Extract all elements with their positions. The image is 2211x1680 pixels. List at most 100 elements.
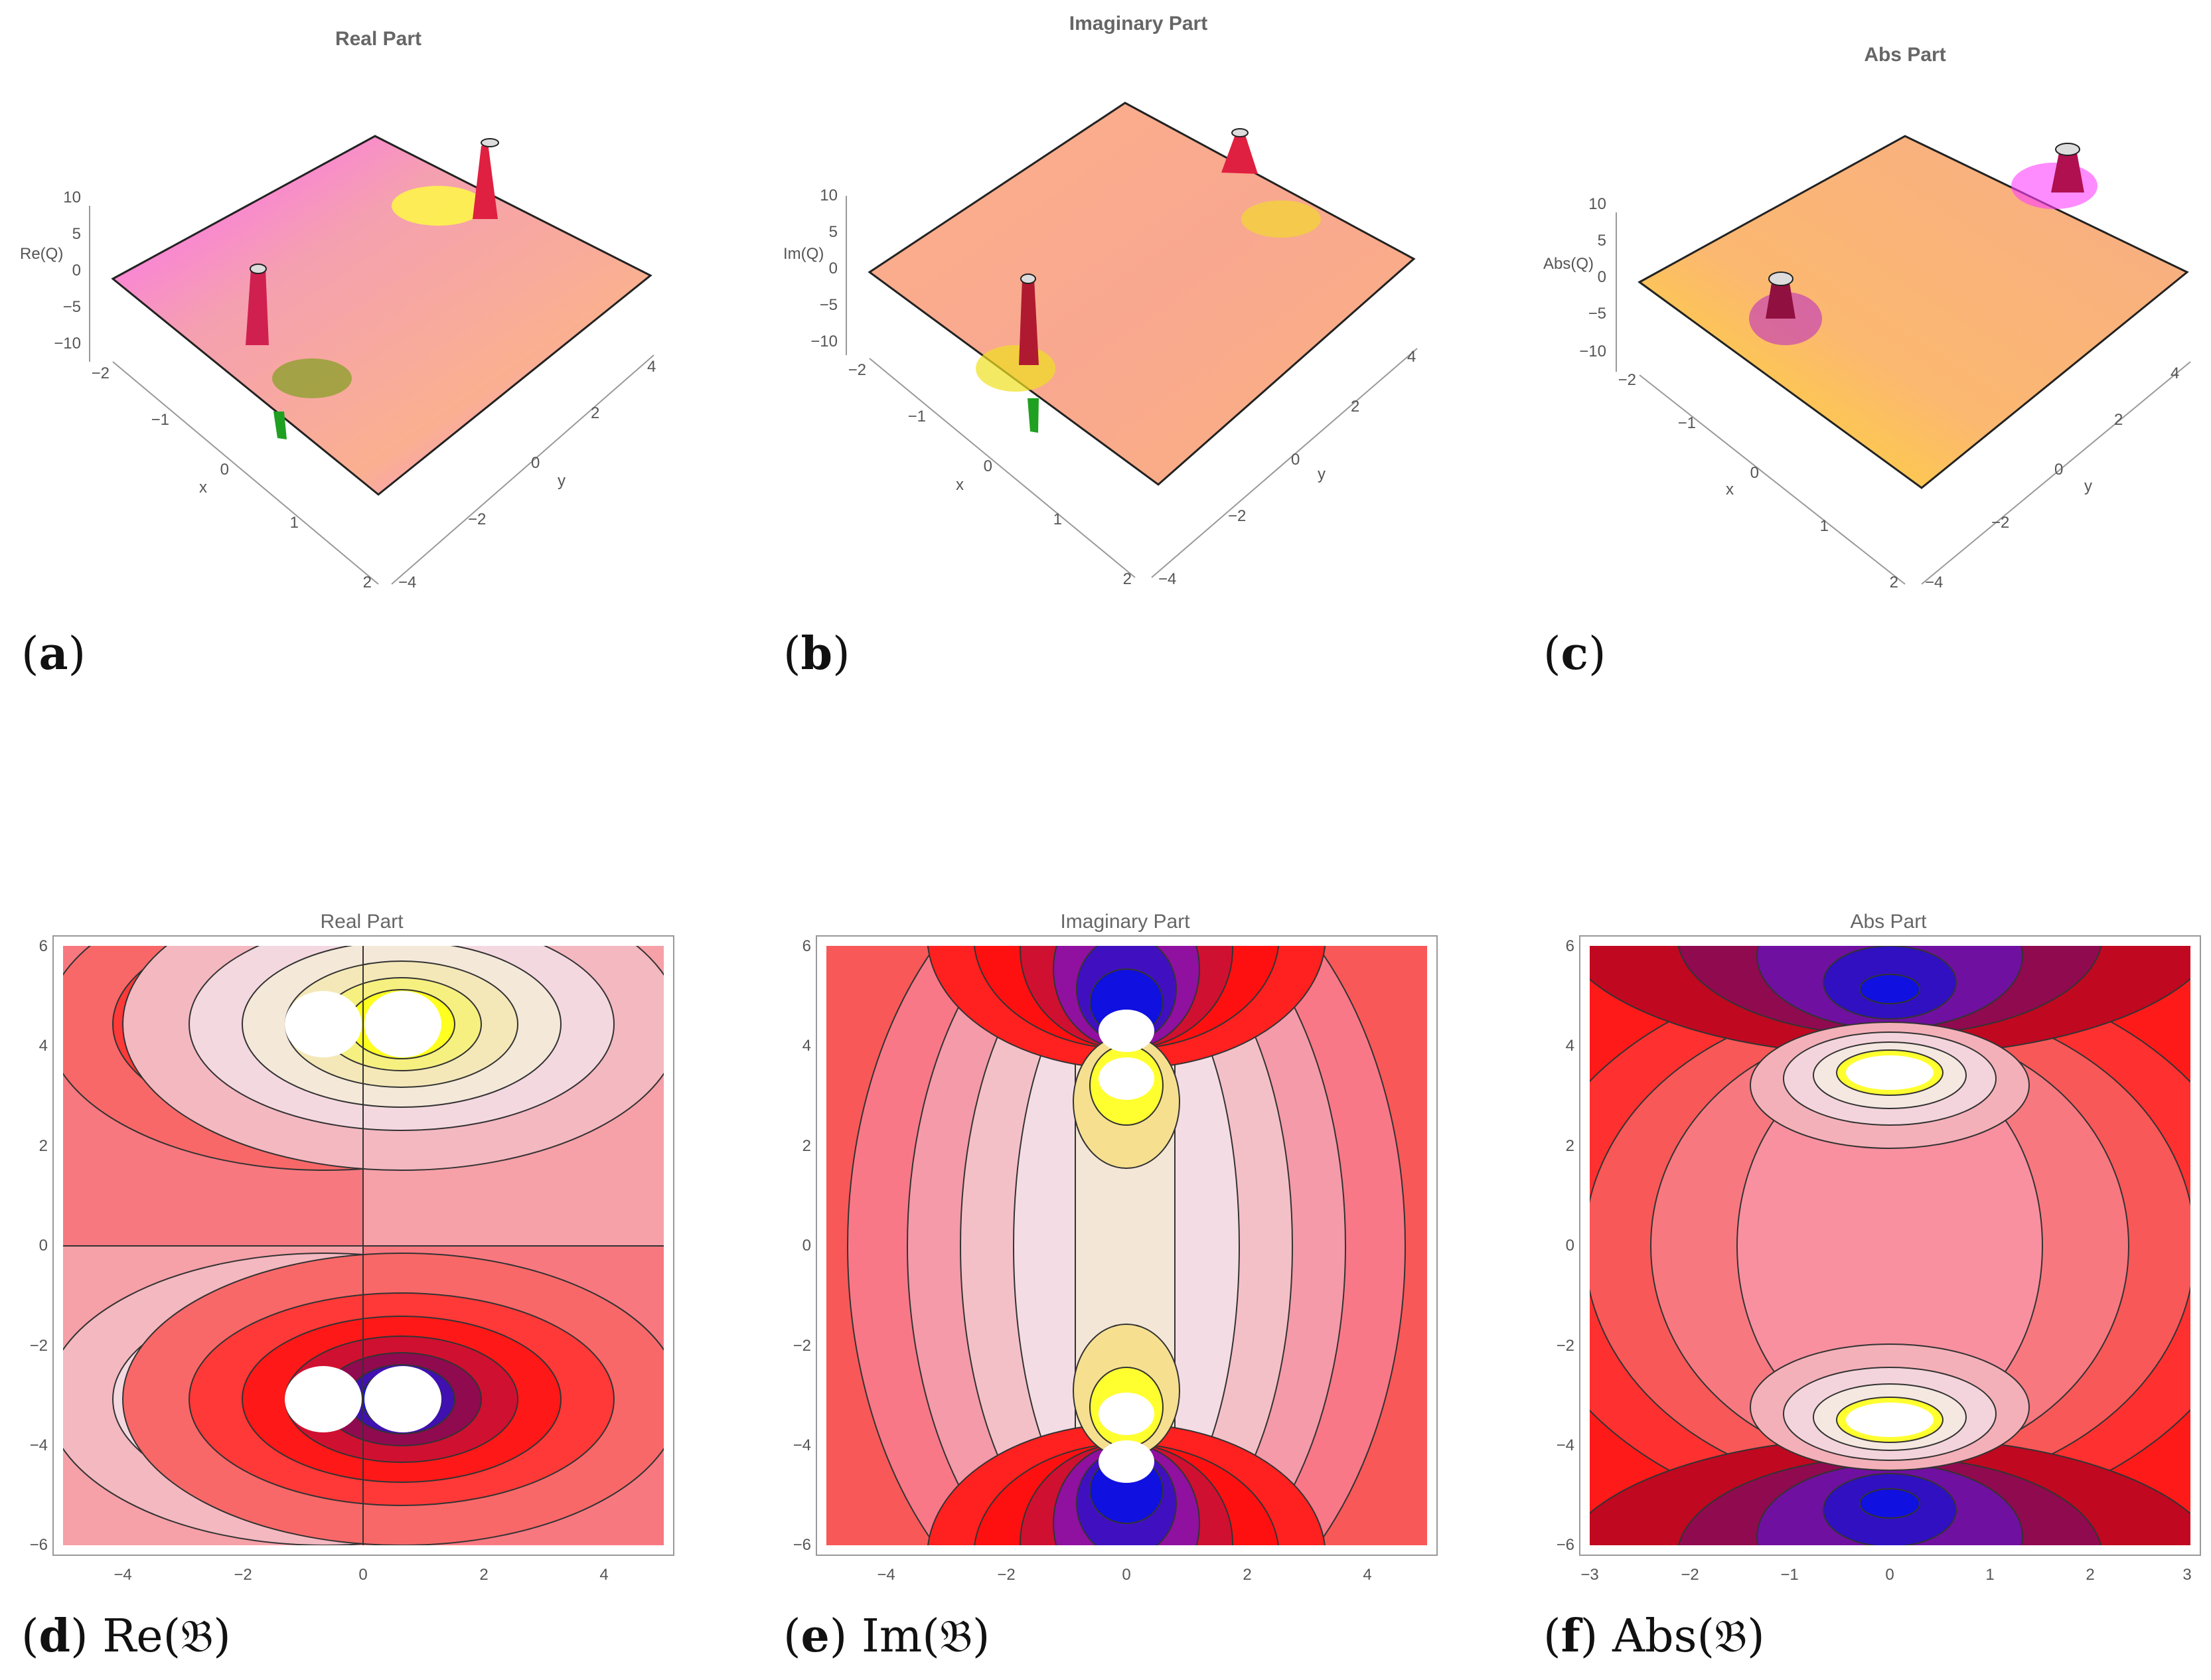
y-tick-label: 2 [39, 1137, 48, 1155]
z-tick-label: −10 [810, 333, 838, 350]
y-tick-label: −4 [1925, 573, 1943, 591]
x-ticks: −4 −2 0 2 4 [877, 1566, 1371, 1584]
y-tick-label: 4 [1566, 1037, 1574, 1055]
singularity-hole [285, 1366, 362, 1432]
plot-frame [816, 935, 1438, 1556]
y-tick-label: 2 [591, 404, 599, 422]
spike-up [2051, 149, 2084, 192]
x-ticks: −2 −1 0 1 2 [848, 361, 1132, 588]
surface-plot-a: Real Part Re(Q) x y 10 5 0 −5 −10 −2 −1 … [20, 28, 656, 591]
y-tick-label: −6 [1557, 1536, 1574, 1554]
spike-up [1221, 133, 1258, 174]
spike-up [473, 143, 498, 219]
singularity-hole [364, 1366, 441, 1432]
contour-lobe-top [1590, 946, 2190, 1056]
singularity-hole [1846, 1403, 1934, 1437]
x-ticks: −2 −1 0 1 2 [1618, 371, 1898, 591]
z-tick-label: 0 [1598, 268, 1606, 286]
x-axis [112, 361, 379, 585]
x-tick-label: 2 [1123, 570, 1132, 588]
z-tick-label: −10 [54, 335, 81, 352]
spike-up-2 [1019, 279, 1039, 365]
x-tick-label: −2 [848, 361, 866, 379]
caption-text: Im(𝔅) [861, 1610, 990, 1663]
z-tick-label: −5 [1588, 305, 1606, 323]
y-tick-label: 0 [2054, 461, 2063, 479]
plot-title: Imaginary Part [1060, 911, 1190, 933]
plot-title: Real Part [320, 911, 404, 933]
y-ticks: −4 −2 0 2 4 [1925, 364, 2179, 591]
z-tick-label: 10 [1588, 195, 1606, 213]
caption-a: (a) [21, 627, 86, 680]
z-tick-label: 0 [829, 260, 838, 277]
contour-band-center [847, 946, 1406, 1545]
spike-cap-2 [1768, 271, 1793, 286]
x-tick-label: −1 [1678, 414, 1696, 432]
x-tick-label: 3 [2182, 1566, 2191, 1584]
y-axis-label: y [1318, 465, 1326, 483]
y-tick-label: 0 [39, 1237, 48, 1255]
x-tick-label: 1 [1985, 1566, 1994, 1584]
y-axis-label: y [558, 472, 566, 490]
y-tick-label: 0 [531, 454, 540, 472]
contour-plot-d: Real Part [30, 911, 674, 1584]
spike-cap [481, 138, 499, 147]
y-tick-label: 6 [802, 937, 811, 955]
caption-b: (b) [783, 627, 850, 680]
x-tick-label: −2 [1618, 371, 1636, 389]
x-tick-label: −3 [1580, 1566, 1598, 1584]
plot-frame [52, 935, 674, 1556]
x-tick-label: 0 [984, 457, 992, 475]
x-tick-label: −2 [997, 1566, 1015, 1584]
x-tick-label: 0 [220, 461, 229, 479]
x-axis [869, 358, 1136, 578]
y-tick-label: −2 [1557, 1337, 1574, 1355]
x-tick-label: −2 [234, 1566, 252, 1584]
surface-plot-c: Abs Part Abs(Q) x y 10 5 0 −5 −10 −2 −1 … [1543, 44, 2191, 591]
z-tick-label: 5 [1598, 232, 1606, 250]
x-tick-label: −4 [114, 1566, 131, 1584]
caption-label: f [1561, 1610, 1580, 1663]
x-tick-label: −1 [1780, 1566, 1798, 1584]
y-tick-label: −4 [793, 1436, 811, 1454]
y-tick-label: 0 [802, 1237, 811, 1255]
y-axis [1151, 348, 1418, 578]
caption-label: c [1561, 627, 1588, 680]
x-tick-label: −2 [1681, 1566, 1699, 1584]
spike-cap-2 [250, 264, 267, 274]
z-ticks: 10 5 0 −5 −10 [1579, 195, 1606, 360]
x-ticks: −4 −2 0 2 4 [114, 1566, 608, 1584]
contour-band-center [1590, 966, 2190, 1525]
z-tick-label: 5 [72, 225, 81, 243]
plot-title: Abs Part [1850, 911, 1927, 933]
y-tick-label: −4 [398, 573, 416, 591]
x-tick-label: 1 [1820, 517, 1829, 535]
x-tick-label: −1 [908, 408, 926, 425]
y-tick-label: −2 [468, 510, 486, 528]
x-tick-label: 2 [1243, 1566, 1251, 1584]
z-tick-label: 10 [63, 189, 81, 206]
x-axis-label: x [199, 479, 207, 496]
caption-d: (d) Re(𝔅) [21, 1610, 231, 1663]
x-tick-label: −2 [92, 364, 110, 382]
x-tick-label: 1 [1053, 510, 1062, 528]
y-tick-label: −2 [1228, 507, 1246, 525]
plot-title: Real Part [335, 28, 421, 50]
contour-plot-e: Imaginary Part [793, 911, 1438, 1584]
y-tick-label: 4 [802, 1037, 811, 1055]
x-tick-label: 4 [1363, 1566, 1371, 1584]
spike-cap-2 [1020, 273, 1036, 284]
y-axis [391, 354, 654, 585]
caption-label: d [38, 1610, 71, 1663]
z-axis-label: Im(Q) [783, 245, 824, 263]
x-tick-label: 2 [479, 1566, 488, 1584]
spike-down [1028, 398, 1039, 433]
y-ticks: 6 4 2 0 −2 −4 −6 [1557, 937, 1574, 1554]
x-tick-label: 0 [1885, 1566, 1894, 1584]
singularity-hole [1099, 1010, 1154, 1052]
y-tick-label: 2 [1351, 398, 1359, 416]
y-tick-label: 2 [2114, 411, 2123, 429]
y-tick-label: 4 [1407, 348, 1416, 366]
x-tick-label: 0 [1122, 1566, 1130, 1584]
x-tick-label: 2 [2086, 1566, 2094, 1584]
